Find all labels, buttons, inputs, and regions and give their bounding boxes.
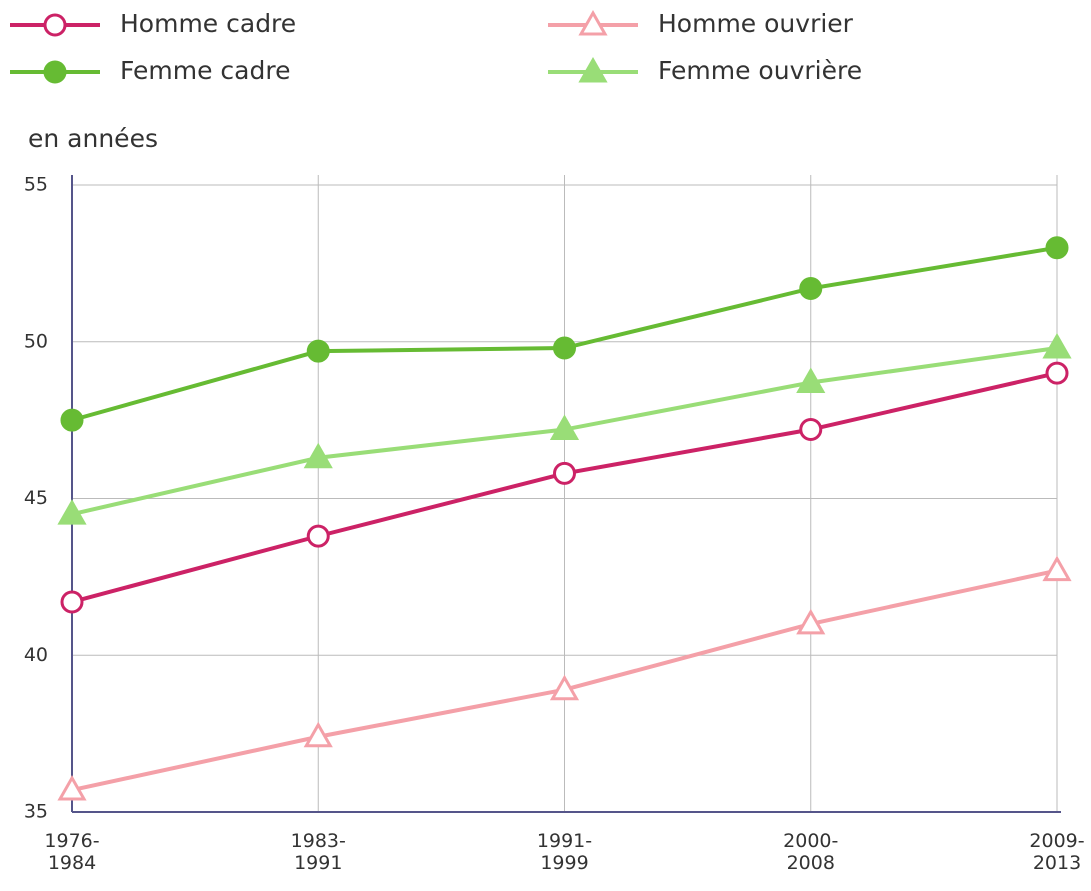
y-tick-label: 55 bbox=[24, 174, 48, 196]
x-tick-label: 1991-1999 bbox=[537, 830, 592, 874]
point bbox=[60, 590, 84, 614]
y-tick-label: 35 bbox=[24, 801, 48, 823]
y-tick-label: 45 bbox=[24, 487, 48, 509]
legend-marker bbox=[43, 60, 67, 84]
point bbox=[60, 408, 84, 432]
point bbox=[306, 524, 330, 548]
point bbox=[1042, 332, 1072, 359]
legend-label: Homme cadre bbox=[120, 9, 296, 38]
point bbox=[549, 674, 580, 701]
point bbox=[303, 721, 333, 748]
x-tick-label: 1983-1991 bbox=[291, 830, 346, 874]
point bbox=[57, 775, 87, 801]
legend-label: Homme ouvrier bbox=[658, 9, 854, 38]
point bbox=[799, 418, 823, 442]
x-tick-label: 2009-2013 bbox=[1029, 830, 1084, 874]
x-tick-label: 1976-1984 bbox=[44, 830, 99, 874]
point bbox=[306, 339, 330, 363]
point bbox=[549, 414, 580, 441]
point bbox=[796, 608, 826, 635]
legend-label: Femme cadre bbox=[120, 56, 290, 85]
point bbox=[1042, 555, 1072, 582]
legend-marker bbox=[43, 13, 67, 37]
point bbox=[303, 442, 333, 469]
point bbox=[553, 461, 576, 485]
point bbox=[57, 499, 87, 525]
point bbox=[1045, 361, 1069, 385]
x-tick-label: 2000-2008 bbox=[783, 830, 838, 874]
legend-marker bbox=[578, 9, 608, 36]
y-axis-label: en années bbox=[28, 124, 158, 153]
point bbox=[553, 336, 576, 360]
point bbox=[799, 276, 823, 300]
y-tick-label: 40 bbox=[24, 644, 48, 666]
y-tick-label: 50 bbox=[24, 330, 48, 352]
legend-marker bbox=[578, 56, 608, 83]
point bbox=[1045, 236, 1069, 260]
legend-label: Femme ouvrière bbox=[658, 56, 862, 85]
point bbox=[796, 367, 826, 394]
